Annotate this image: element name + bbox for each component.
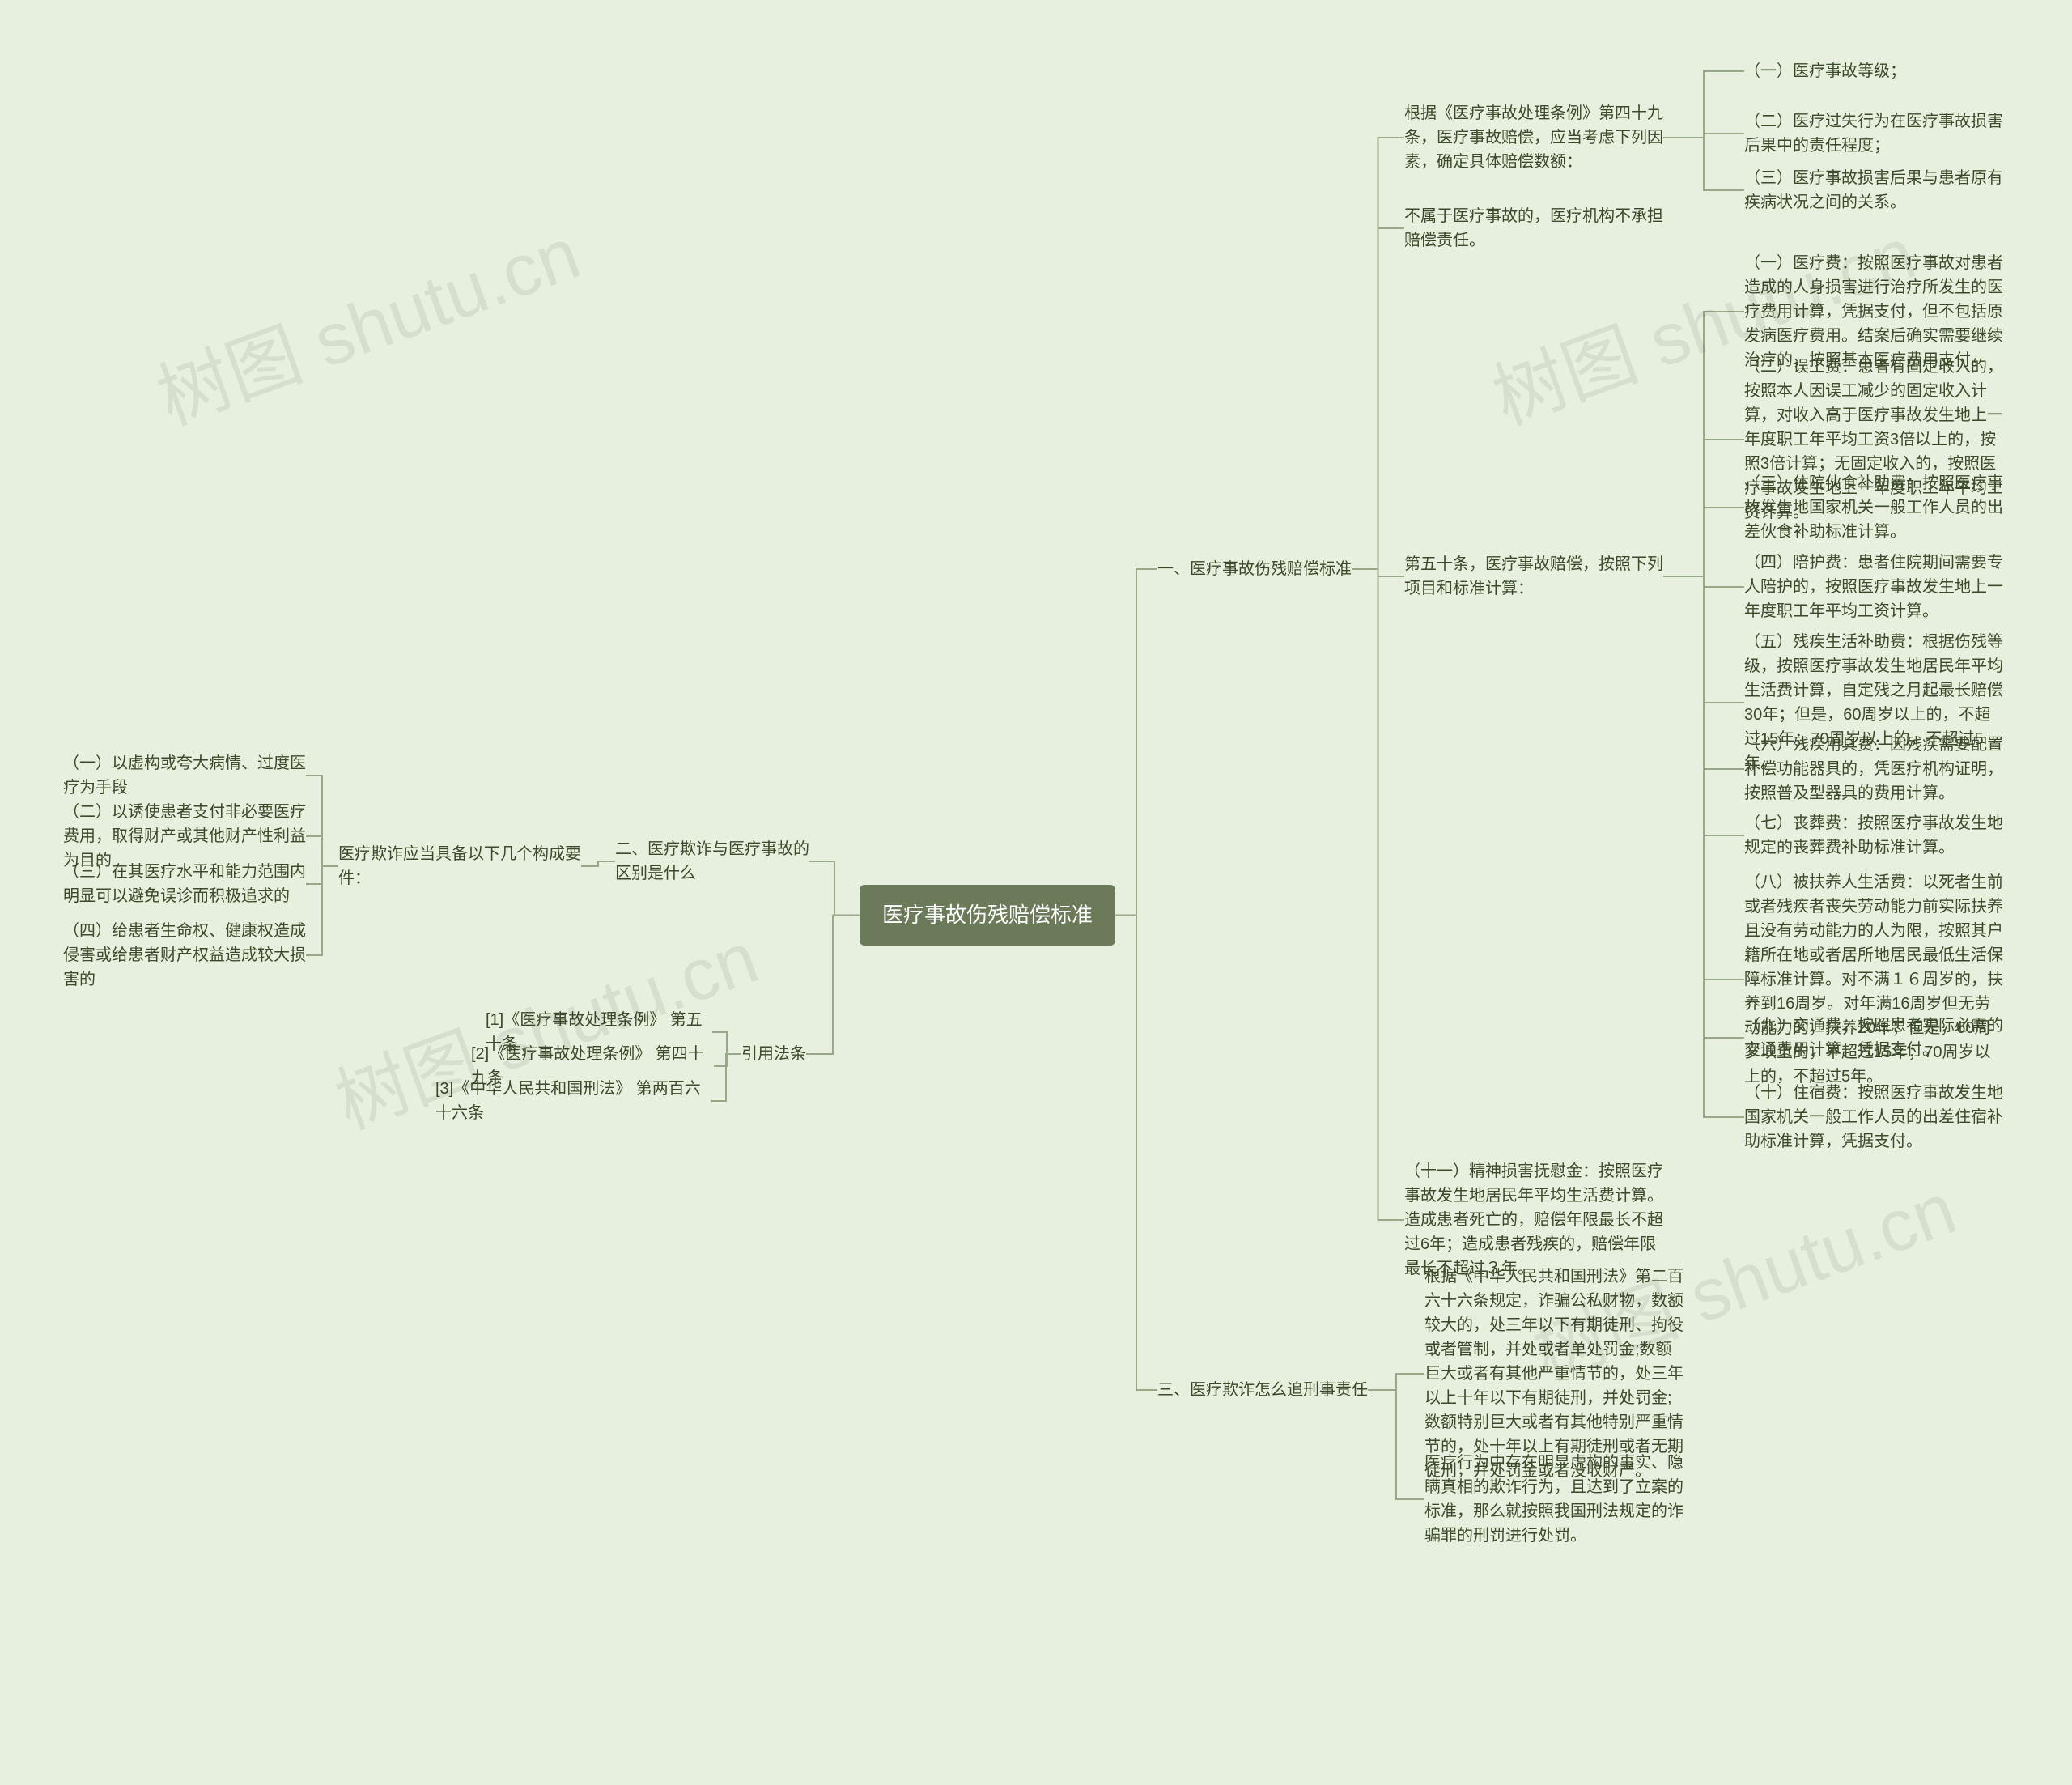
- connector: [1663, 134, 1744, 138]
- connector: [1352, 569, 1404, 576]
- mindmap-node[interactable]: （二）医疗过失行为在医疗事故损害后果中的责任程度；: [1744, 109, 2003, 158]
- mindmap-node[interactable]: 第五十条，医疗事故赔偿，按照下列项目和标准计算：: [1404, 552, 1663, 601]
- mindmap-node[interactable]: （四）给患者生命权、健康权造成侵害或给患者财产权益造成较大损害的: [63, 919, 306, 992]
- connector: [306, 866, 338, 955]
- connector: [1115, 569, 1157, 916]
- connector: [1663, 440, 1744, 576]
- connector: [1663, 576, 1744, 1038]
- connector: [1663, 576, 1744, 980]
- mindmap-node[interactable]: （七）丧葬费：按照医疗事故发生地规定的丧葬费补助标准计算。: [1744, 811, 2003, 860]
- connector: [306, 776, 338, 866]
- connector: [712, 1032, 741, 1054]
- connector: [1663, 576, 1744, 587]
- mindmap-node[interactable]: 不属于医疗事故的，医疗机构不承担赔偿责任。: [1404, 204, 1663, 253]
- mindmap-node[interactable]: （一）医疗事故等级；: [1744, 59, 1906, 83]
- mindmap-node[interactable]: （三）在其医疗水平和能力范围内明显可以避免误诊而积极追求的: [63, 860, 306, 908]
- connector: [1352, 228, 1404, 569]
- mindmap-node[interactable]: （九）交通费：按照患者实际必需的交通费用计算，凭据支付。: [1744, 1014, 2003, 1062]
- connector: [1663, 508, 1744, 576]
- mindmap-node[interactable]: （三）医疗事故损害后果与患者原有疾病状况之间的关系。: [1744, 166, 2003, 215]
- watermark: 树图 shutu.cn: [141, 195, 592, 445]
- mindmap-node[interactable]: 引用法条: [741, 1042, 806, 1066]
- connector: [306, 836, 338, 866]
- connector: [711, 1054, 741, 1101]
- mindmap-node[interactable]: 二、医疗欺诈与医疗事故的区别是什么: [615, 837, 809, 886]
- mindmap-node[interactable]: （三）住院伙食补助费：按照医疗事故发生地国家机关一般工作人员的出差伙食补助标准计…: [1744, 471, 2003, 544]
- connector: [809, 861, 860, 916]
- connector: [581, 861, 615, 866]
- connector: [1368, 1374, 1424, 1390]
- mindmap-node[interactable]: 医疗欺诈应当具备以下几个构成要件：: [338, 842, 581, 890]
- connector: [1115, 916, 1157, 1391]
- connector: [1663, 576, 1744, 1117]
- root-node[interactable]: 医疗事故伤残赔偿标准: [860, 885, 1115, 946]
- connector: [1368, 1390, 1424, 1499]
- mindmap-node[interactable]: （十一）精神损害抚慰金：按照医疗事故发生地居民年平均生活费计算。造成患者死亡的，…: [1404, 1159, 1663, 1281]
- connector: [1663, 71, 1744, 138]
- connector: [1352, 138, 1404, 569]
- connector: [1352, 569, 1404, 1220]
- connector: [806, 916, 860, 1055]
- connector: [1663, 312, 1744, 576]
- connector: [1663, 576, 1744, 835]
- connector: [306, 866, 338, 884]
- mindmap-node[interactable]: 三、医疗欺诈怎么追刑事责任: [1157, 1378, 1368, 1402]
- mindmap-node[interactable]: 医疗行为中存在明显虚构的事实、隐瞒真相的欺诈行为，且达到了立案的标准，那么就按照…: [1424, 1451, 1684, 1548]
- mindmap-node[interactable]: （一）以虚构或夸大病情、过度医疗为手段: [63, 751, 306, 800]
- mindmap-node[interactable]: （六）残疾用具费：因残疾需要配置补偿功能器具的，凭医疗机构证明，按照普及型器具的…: [1744, 733, 2003, 805]
- connector: [1663, 138, 1744, 190]
- connector: [1663, 576, 1744, 703]
- connector: [714, 1054, 741, 1066]
- mindmap-node[interactable]: （十）住宿费：按照医疗事故发生地国家机关一般工作人员的出差住宿补助标准计算，凭据…: [1744, 1081, 2003, 1154]
- mindmap-node[interactable]: （四）陪护费：患者住院期间需要专人陪护的，按照医疗事故发生地上一年度职工年平均工…: [1744, 550, 2003, 623]
- mindmap-node[interactable]: 一、医疗事故伤残赔偿标准: [1157, 557, 1352, 581]
- mindmap-node[interactable]: [3]《中华人民共和国刑法》 第两百六十六条: [435, 1077, 711, 1125]
- mindmap-node[interactable]: 根据《医疗事故处理条例》第四十九条，医疗事故赔偿，应当考虑下列因素，确定具体赔偿…: [1404, 101, 1663, 174]
- connector: [1663, 576, 1744, 769]
